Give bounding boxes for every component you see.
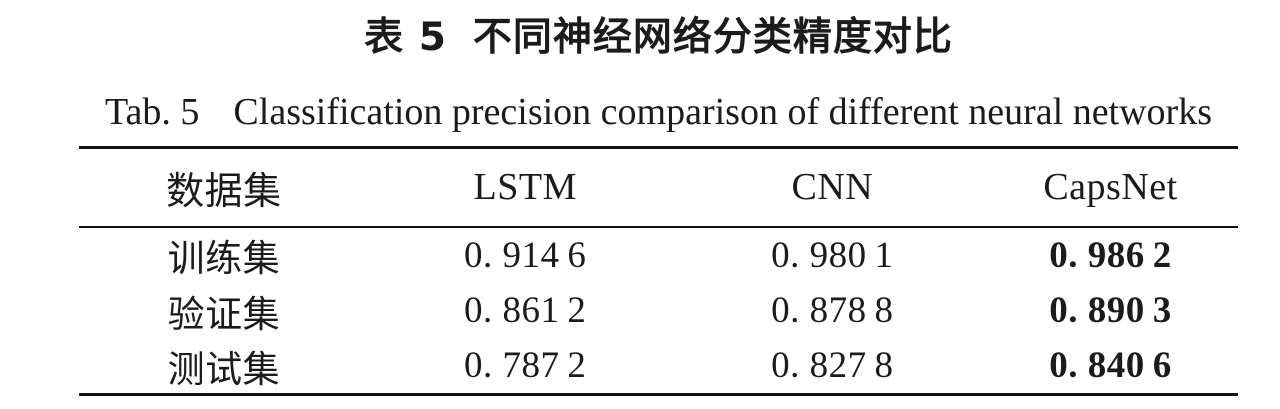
dataset-cell: 训练集 [167,239,281,280]
capsnet-value-cell: 0. 840 6 [1049,345,1172,387]
table-number-en: Tab. 5 [104,91,200,133]
table-number-zh: 表 5 [364,15,447,60]
header-row: 数据集 LSTM CNN CapsNet [79,147,1238,228]
capsnet-value-cell: 0. 890 3 [1049,290,1172,331]
table-caption-en: Tab. 5 Classification precision compariso… [79,86,1238,138]
dataset-cell: 测试集 [167,349,281,391]
table-caption-zh: 表 5 不同神经网络分类精度对比 [79,12,1238,64]
table-title-zh: 不同神经网络分类精度对比 [472,15,953,60]
table-block: 表 5 不同神经网络分类精度对比 Tab. 5 Classification pre… [79,12,1238,396]
table-row-train: 训练集 0. 914 6 0. 980 1 0. 986 2 [79,227,1238,283]
table-title-en: Classification precision comparison of d… [233,91,1212,133]
cnn-value-cell: 0. 878 8 [771,290,894,331]
lstm-value-cell: 0. 914 6 [464,234,587,276]
column-header-capsnet: CapsNet [983,147,1238,228]
table-row-test: 测试集 0. 787 2 0. 827 8 0. 840 6 [79,339,1238,395]
cnn-value-cell: 0. 980 1 [771,234,894,276]
cnn-value-cell: 0. 827 8 [771,345,894,387]
column-header-lstm: LSTM [368,147,682,228]
capsnet-value-cell: 0. 986 2 [1049,234,1172,276]
column-header-dataset: 数据集 [79,147,369,228]
dataset-cell: 验证集 [167,294,281,336]
results-table: 数据集 LSTM CNN CapsNet 训练集 0. 914 6 0. 980… [79,146,1238,396]
table-row-validation: 验证集 0. 861 2 0. 878 8 0. 890 3 [79,283,1238,339]
lstm-value-cell: 0. 861 2 [464,290,587,331]
lstm-value-cell: 0. 787 2 [464,345,587,387]
column-header-cnn: CNN [681,147,983,228]
